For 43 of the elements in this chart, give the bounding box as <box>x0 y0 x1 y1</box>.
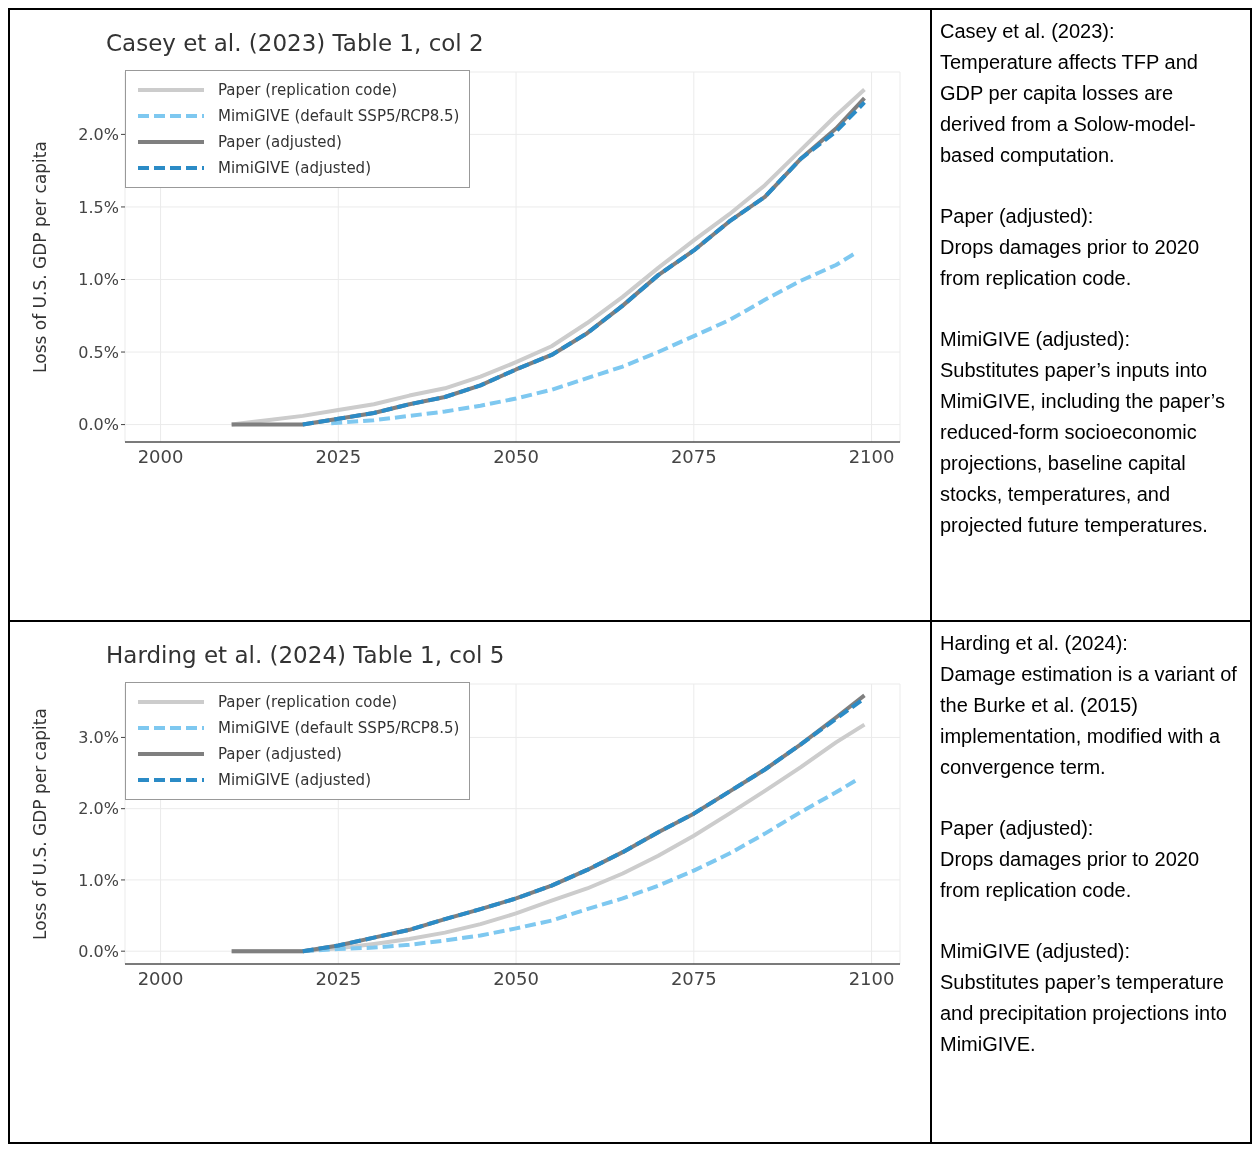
legend-label: Paper (replication code) <box>218 81 397 99</box>
y-tick-label: 1.5% <box>78 197 119 217</box>
x-tick-label: 2025 <box>315 967 362 989</box>
x-tick-label: 2000 <box>137 445 184 467</box>
legend-label: MimiGIVE (adjusted) <box>218 771 371 789</box>
text: Substitutes paper’s temperature and precipitation projections into MimiGIVE. <box>940 970 1228 1057</box>
y-tick-label: 1.0% <box>78 870 119 890</box>
legend-label: MimiGIVE (adjusted) <box>218 159 371 177</box>
y-tick-label: 0.5% <box>78 342 119 362</box>
text: Paper (adjusted): <box>940 816 1095 841</box>
x-tick-label: 2025 <box>315 445 362 467</box>
chart-title: Harding et al. (2024) Table 1, col 5 <box>106 642 505 668</box>
y-axis-title: Loss of U.S. GDP per capita <box>30 141 51 373</box>
legend-label: MimiGIVE (default SSP5/RCP8.5) <box>218 107 460 125</box>
x-tick-label: 2100 <box>848 967 895 989</box>
text: Drops damages prior to 2020 from replication code. <box>940 847 1201 903</box>
x-tick-label: 2050 <box>493 445 539 467</box>
text: Casey et al. (2023): <box>940 19 1116 44</box>
x-tick-label: 2075 <box>670 967 717 989</box>
x-tick-label: 2050 <box>493 967 539 989</box>
legend-label: Paper (replication code) <box>218 693 397 711</box>
y-tick-label: 0.0% <box>78 941 119 961</box>
y-tick-label: 1.0% <box>78 270 119 290</box>
y-axis-title: Loss of U.S. GDP per capita <box>30 708 51 940</box>
x-tick-label: 2075 <box>670 445 717 467</box>
y-tick-label: 0.0% <box>78 415 119 435</box>
y-tick-label: 2.0% <box>78 799 119 819</box>
y-tick-label: 2.0% <box>78 125 119 145</box>
legend-label: MimiGIVE (default SSP5/RCP8.5) <box>218 719 460 737</box>
y-tick-label: 3.0% <box>78 728 119 748</box>
text: Drops damages prior to 2020 from replication code. <box>940 235 1201 291</box>
x-tick-label: 2000 <box>137 967 184 989</box>
text: Temperature affects TFP and GDP per capita losses are derived from a Solow-model-based computation. <box>940 50 1199 168</box>
x-tick-label: 2100 <box>848 445 895 467</box>
text: Damage estimation is a variant of the Burke et al. (2015) implementation, modified with a convergence term. <box>940 662 1238 780</box>
text: Paper (adjusted): <box>940 204 1095 229</box>
text: MimiGIVE (adjusted): <box>940 939 1132 964</box>
legend-label: Paper (adjusted) <box>218 133 342 151</box>
legend-label: Paper (adjusted) <box>218 745 342 763</box>
chart-title: Casey et al. (2023) Table 1, col 2 <box>106 30 484 56</box>
text: MimiGIVE (adjusted): <box>940 327 1132 352</box>
text: Harding et al. (2024): <box>940 631 1129 656</box>
text: Substitutes paper’s inputs into MimiGIVE, including the paper’s reduced-form socioeconomic projections, baseline capital stocks, temperatures, and projected future temperatures. <box>940 358 1226 538</box>
